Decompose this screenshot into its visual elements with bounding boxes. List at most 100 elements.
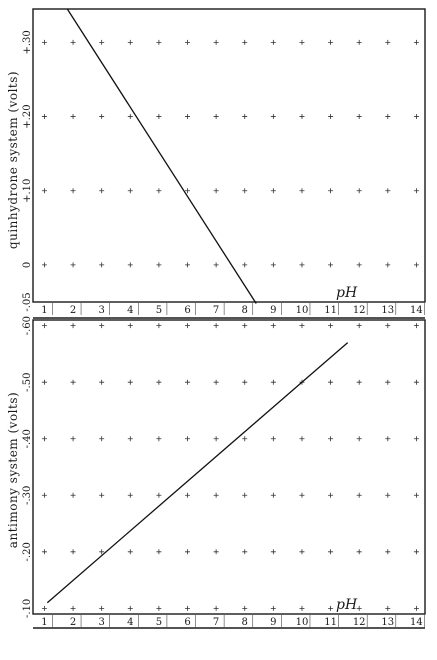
antimony-grid-cross [270, 323, 276, 329]
quinhydrone-grid-cross [156, 114, 162, 120]
quinhydrone-grid-cross [413, 114, 419, 120]
quinhydrone-grid-cross [70, 114, 76, 120]
quinhydrone-series-line [66, 8, 257, 304]
quinhydrone-grid-cross [299, 262, 305, 268]
antimony-grid-cross [156, 549, 162, 555]
antimony-x-tick-label: 7 [213, 617, 219, 628]
antimony-grid-cross [99, 436, 105, 442]
quinhydrone-x-tick-label: 6 [184, 305, 190, 316]
antimony-grid-cross [356, 549, 362, 555]
quinhydrone-grid-cross [356, 39, 362, 45]
antimony-grid-cross [213, 549, 219, 555]
antimony-grid-cross [213, 379, 219, 385]
quinhydrone-y-axis-label: quinhydrone system (volts) [6, 71, 20, 249]
quinhydrone-grid-cross [385, 188, 391, 194]
antimony-x-tick-label: 1 [41, 617, 47, 628]
antimony-grid-cross [385, 323, 391, 329]
antimony-y-axis-label: antimony system (volts) [6, 392, 20, 548]
antimony-y-tick-label: -.50 [22, 373, 33, 392]
quinhydrone-grid-cross [242, 114, 248, 120]
antimony-grid-cross [156, 323, 162, 329]
antimony-grid-cross [70, 549, 76, 555]
antimony-grid-cross [99, 492, 105, 498]
antimony-grid-cross [41, 549, 47, 555]
quinhydrone-x-tick-label: 2 [70, 305, 76, 316]
antimony-grid [41, 323, 419, 611]
antimony-y-tick-label: -.10 [22, 599, 33, 618]
antimony-grid-cross [99, 549, 105, 555]
antimony-grid-cross [127, 549, 133, 555]
quinhydrone-grid-cross [99, 262, 105, 268]
antimony-grid-cross [242, 323, 248, 329]
antimony-grid-cross [299, 605, 305, 611]
quinhydrone-x-tick-label: 1 [41, 305, 47, 316]
antimony-grid-cross [213, 323, 219, 329]
quinhydrone-grid-cross [185, 262, 191, 268]
antimony-x-tick-label: 11 [324, 617, 337, 628]
quinhydrone-grid-cross [328, 188, 334, 194]
antimony-grid-cross [413, 436, 419, 442]
antimony-grid-cross [41, 436, 47, 442]
antimony-grid-cross [299, 549, 305, 555]
quinhydrone-panel: quinhydrone system (volts) pH +.30+.20+.… [6, 8, 426, 319]
quinhydrone-grid-cross [156, 262, 162, 268]
quinhydrone-grid-cross [413, 262, 419, 268]
antimony-x-tick-label: 5 [156, 617, 162, 628]
quinhydrone-grid-cross [299, 188, 305, 194]
antimony-grid-cross [356, 605, 362, 611]
quinhydrone-y-tick-label: +.10 [22, 179, 33, 203]
antimony-grid-cross [356, 379, 362, 385]
antimony-grid-cross [413, 323, 419, 329]
antimony-grid-cross [70, 605, 76, 611]
antimony-x-tick-label: 14 [410, 617, 423, 628]
quinhydrone-grid-cross [70, 188, 76, 194]
antimony-grid-cross [328, 492, 334, 498]
quinhydrone-grid-cross [356, 188, 362, 194]
antimony-panel: antimony system (volts) pH -.60-.50-.40-… [6, 316, 426, 629]
antimony-grid-cross [356, 436, 362, 442]
quinhydrone-y-tick-label: -.05 [22, 292, 33, 311]
quinhydrone-x-axis-label: pH [336, 285, 358, 301]
antimony-grid-cross [242, 436, 248, 442]
quinhydrone-grid-cross [413, 39, 419, 45]
antimony-grid-cross [70, 323, 76, 329]
antimony-grid-cross [328, 323, 334, 329]
antimony-grid-cross [70, 492, 76, 498]
quinhydrone-x-tick-label: 12 [353, 305, 366, 316]
antimony-grid-cross [413, 549, 419, 555]
quinhydrone-grid-cross [270, 39, 276, 45]
quinhydrone-x-tick-label: 3 [98, 305, 104, 316]
quinhydrone-grid-cross [41, 188, 47, 194]
antimony-grid-cross [328, 605, 334, 611]
antimony-grid-cross [270, 492, 276, 498]
antimony-grid-cross [127, 605, 133, 611]
quinhydrone-grid-cross [270, 114, 276, 120]
antimony-grid-cross [70, 436, 76, 442]
antimony-plot-frame [32, 319, 426, 615]
antimony-x-tick-label: 13 [381, 617, 394, 628]
quinhydrone-y-tick-label: +.20 [22, 104, 33, 128]
quinhydrone-grid-cross [242, 262, 248, 268]
quinhydrone-x-tick-label: 7 [213, 305, 219, 316]
antimony-grid-cross [328, 549, 334, 555]
antimony-x-axis-label: pH [336, 597, 358, 613]
antimony-grid-cross [127, 379, 133, 385]
antimony-grid-cross [70, 379, 76, 385]
quinhydrone-grid-cross [299, 114, 305, 120]
quinhydrone-grid-cross [242, 39, 248, 45]
antimony-grid-cross [99, 323, 105, 329]
quinhydrone-grid-cross [356, 114, 362, 120]
quinhydrone-x-tick-label: 5 [156, 305, 162, 316]
quinhydrone-grid-cross [70, 262, 76, 268]
antimony-grid-cross [242, 492, 248, 498]
quinhydrone-grid-cross [185, 39, 191, 45]
antimony-grid-cross [41, 605, 47, 611]
antimony-grid-cross [385, 379, 391, 385]
antimony-grid-cross [328, 436, 334, 442]
antimony-grid-cross [328, 379, 334, 385]
quinhydrone-grid-cross [156, 39, 162, 45]
antimony-grid-cross [99, 605, 105, 611]
antimony-grid-cross [41, 492, 47, 498]
antimony-grid-cross [270, 379, 276, 385]
